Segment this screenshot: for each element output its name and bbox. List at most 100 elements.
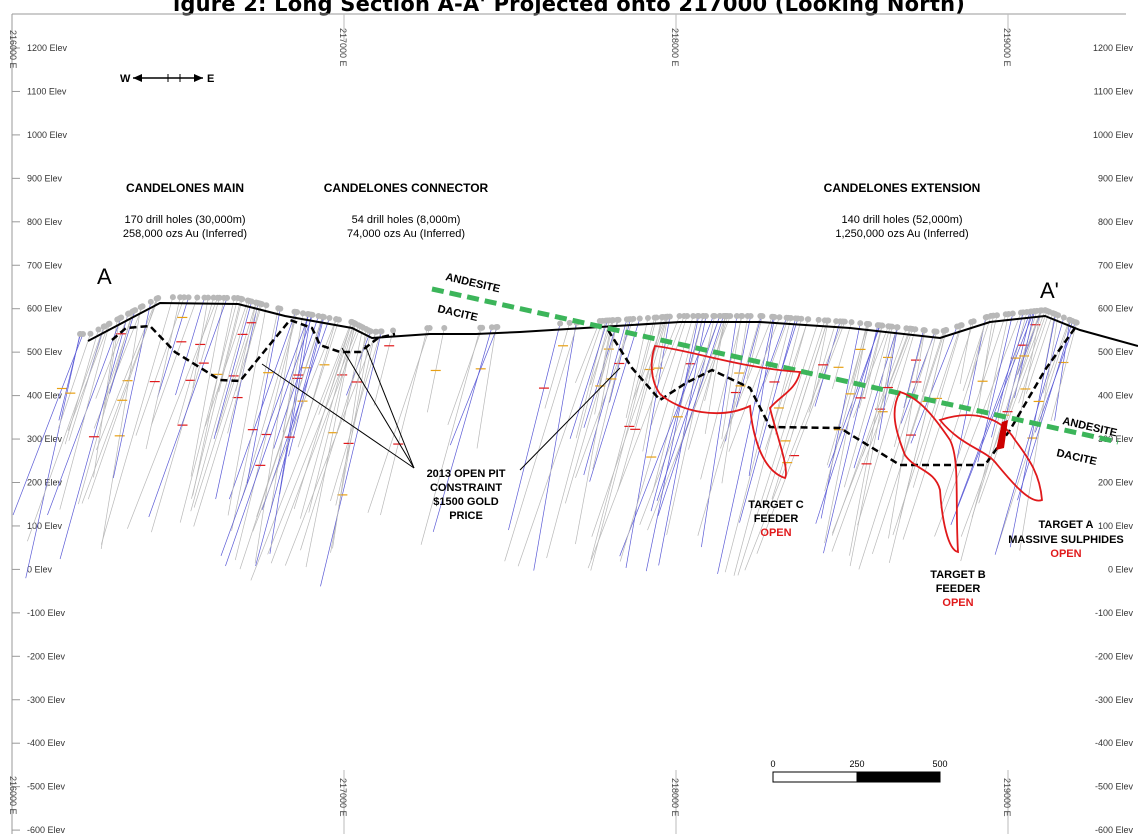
elevation-label: -500 Elev	[1095, 782, 1134, 792]
drillhole-trace	[297, 319, 340, 448]
elevation-label: 400 Elev	[27, 391, 63, 401]
drillhole-collar	[990, 312, 997, 319]
drillhole-collar	[653, 314, 660, 321]
drillhole-trace	[67, 323, 110, 432]
drillhole-collar	[792, 315, 799, 322]
drillhole-trace	[823, 325, 879, 554]
drillhole-trace	[215, 303, 259, 500]
drillhole-collar	[857, 320, 864, 327]
drillhole-trace	[306, 319, 337, 421]
drillhole-trace	[858, 331, 935, 570]
drillhole-trace	[240, 312, 298, 501]
drillhole-collar	[319, 313, 326, 320]
drillhole-trace	[420, 327, 481, 545]
drillhole-collar	[253, 299, 260, 306]
drillhole-collar	[106, 320, 113, 327]
drillhole-collar	[636, 315, 643, 322]
drillhole-trace	[288, 316, 325, 457]
drillhole-trace	[688, 315, 729, 450]
drillhole-collar	[130, 307, 137, 314]
drillhole-trace	[902, 330, 944, 458]
drillhole-collar	[224, 294, 231, 301]
drillhole-trace	[645, 315, 700, 572]
drillhole-collar	[488, 324, 495, 331]
elevation-label: 300 Elev	[27, 434, 63, 444]
drillhole-collar	[277, 305, 284, 312]
drillhole-trace	[721, 315, 748, 484]
elevation-label: 1000 Elev	[1093, 130, 1134, 140]
drillhole-collar	[1002, 311, 1009, 318]
drillhole-trace	[252, 319, 337, 532]
drillhole-collar	[372, 328, 379, 335]
drillhole-trace	[864, 325, 883, 400]
drillhole-trace	[255, 316, 324, 567]
drillhole-collar	[299, 310, 306, 317]
drillhole-trace	[1013, 310, 1042, 450]
drillhole-trace	[254, 311, 295, 564]
drillhole-collar	[596, 318, 603, 325]
drillhole-trace	[343, 327, 364, 423]
drillhole-trace	[64, 329, 99, 445]
drillhole-collar	[116, 315, 123, 322]
drillhole-trace	[47, 317, 122, 516]
easting-label-bottom-216000: 216000 E	[8, 776, 18, 815]
drillhole-trace	[190, 297, 225, 477]
drillhole-trace	[994, 317, 1065, 555]
drillhole-trace	[650, 315, 704, 512]
elevation-label: 500 Elev	[27, 347, 63, 357]
elevation-label: -400 Elev	[1095, 738, 1134, 748]
drillhole-trace	[619, 315, 714, 557]
drillhole-trace	[902, 321, 974, 540]
drillhole-trace	[270, 313, 304, 513]
drillhole-collar	[352, 320, 359, 327]
drillhole-trace	[100, 297, 174, 545]
drillhole-trace	[367, 327, 430, 513]
drillhole-trace	[922, 331, 937, 392]
drillhole-collar	[727, 313, 734, 319]
elevation-label: 300 Elev	[1098, 434, 1134, 444]
drillhole-trace	[744, 321, 844, 571]
deposit-extension-resource: 1,250,000 ozs Au (Inferred)	[835, 228, 968, 240]
drillhole-trace	[305, 323, 356, 568]
drillhole-trace	[589, 318, 641, 482]
drillhole-collar	[738, 313, 745, 319]
drillhole-collar	[363, 326, 370, 333]
drillhole-collar	[690, 313, 697, 319]
drillhole-collar	[1066, 316, 1073, 323]
drillhole-trace	[764, 317, 789, 383]
drillhole-trace	[592, 319, 630, 470]
target-a-line-1: TARGET A	[1039, 519, 1094, 531]
drillhole-collar	[878, 322, 885, 329]
drillhole-trace	[978, 310, 1048, 504]
drillhole-collar	[906, 325, 913, 332]
west-label: W	[120, 73, 131, 85]
easting-label-bottom-217000: 217000 E	[338, 778, 348, 817]
drillhole-trace	[899, 329, 947, 519]
drillhole-collar	[493, 324, 500, 331]
drillhole-trace	[737, 319, 819, 576]
drillhole-trace	[594, 320, 614, 415]
drillhole-collar	[306, 311, 313, 318]
elevation-label: 700 Elev	[27, 260, 63, 270]
drillhole-trace	[1054, 319, 1071, 421]
drillhole-trace	[1009, 314, 1056, 548]
drillhole-trace	[1019, 315, 1059, 551]
elevation-label: -100 Elev	[27, 608, 66, 618]
drillhole-trace	[1017, 310, 1043, 375]
drillhole-collar	[805, 316, 812, 323]
elevation-label: 800 Elev	[1098, 217, 1134, 227]
elevation-label: 1200 Elev	[1093, 43, 1134, 53]
elevation-label: 700 Elev	[1098, 260, 1134, 270]
elevation-axis-right: 1200 Elev 1100 Elev 1000 Elev 900 Elev 800 E…	[1093, 43, 1134, 834]
drillhole-trace	[912, 324, 962, 488]
drillhole-trace	[575, 320, 601, 384]
drillhole-trace	[227, 305, 267, 516]
deposit-main: CANDELONES MAIN 170 drill holes (30,000m…	[123, 181, 247, 240]
drillhole-trace	[721, 315, 742, 440]
drillhole-collar	[720, 313, 727, 319]
drillhole-trace	[674, 315, 727, 461]
drillhole-collar	[1037, 307, 1044, 314]
drillhole-trace	[843, 326, 891, 488]
target-b-label: TARGET B FEEDER OPEN	[930, 569, 985, 609]
